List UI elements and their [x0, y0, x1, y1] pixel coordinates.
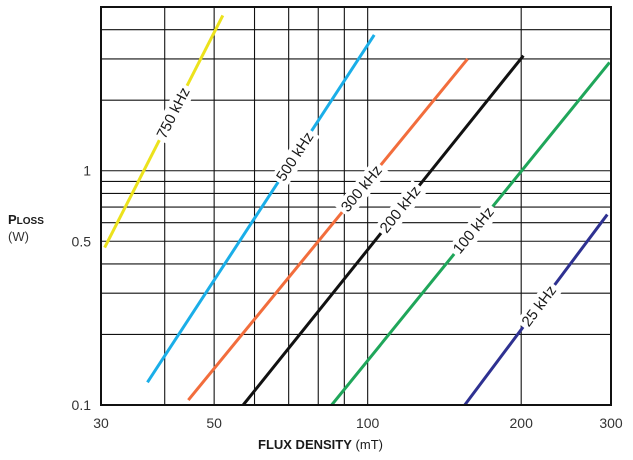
x-axis-unit: (mT) [355, 437, 383, 452]
series-line-500-khz [146, 34, 376, 384]
x-tick-label: 100 [356, 415, 380, 431]
series-label: 100 kHz [450, 204, 498, 257]
y-axis-label-main: P [8, 212, 17, 227]
series-label-group: 200 kHz [373, 179, 427, 240]
y-tick-label: 0.1 [72, 397, 92, 413]
series-lines [103, 14, 611, 406]
series-label: 25 kHz [518, 282, 560, 330]
series-label-group: 25 kHz [515, 279, 563, 334]
x-tick-label: 30 [93, 415, 109, 431]
x-axis-label-main: FLUX DENSITY [258, 437, 352, 452]
plot-frame [100, 6, 612, 406]
x-tick-label: 300 [599, 415, 623, 431]
x-tick-label: 50 [206, 415, 222, 431]
series-label-halo [373, 179, 427, 240]
series-label-group: 300 kHz [335, 159, 389, 219]
series-label-halo [270, 126, 320, 188]
series-label-halo [515, 279, 563, 334]
y-axis-unit: (W) [8, 229, 29, 244]
x-axis-label: FLUX DENSITY (mT) [258, 437, 383, 452]
series-label-group: 100 kHz [447, 200, 501, 261]
series-label-halo [335, 159, 389, 219]
series-label: 500 kHz [273, 129, 317, 184]
series-label-group: 500 kHz [270, 126, 320, 188]
y-tick-label: 0.5 [72, 233, 92, 249]
series-label-halo [151, 81, 196, 145]
series-label-halo [447, 200, 501, 261]
x-tick-label: 200 [510, 415, 534, 431]
y-tick-label: 1 [83, 163, 91, 179]
series-label-group: 750 kHz [151, 81, 196, 145]
y-axis-label: PLOSS [8, 212, 44, 227]
series-label: 200 kHz [377, 183, 425, 237]
y-axis-label-sub: LOSS [16, 216, 44, 227]
tick-labels: 30 50 100 200 300 0.1 0.5 1 [72, 163, 623, 431]
series-line-300-khz [187, 58, 469, 401]
